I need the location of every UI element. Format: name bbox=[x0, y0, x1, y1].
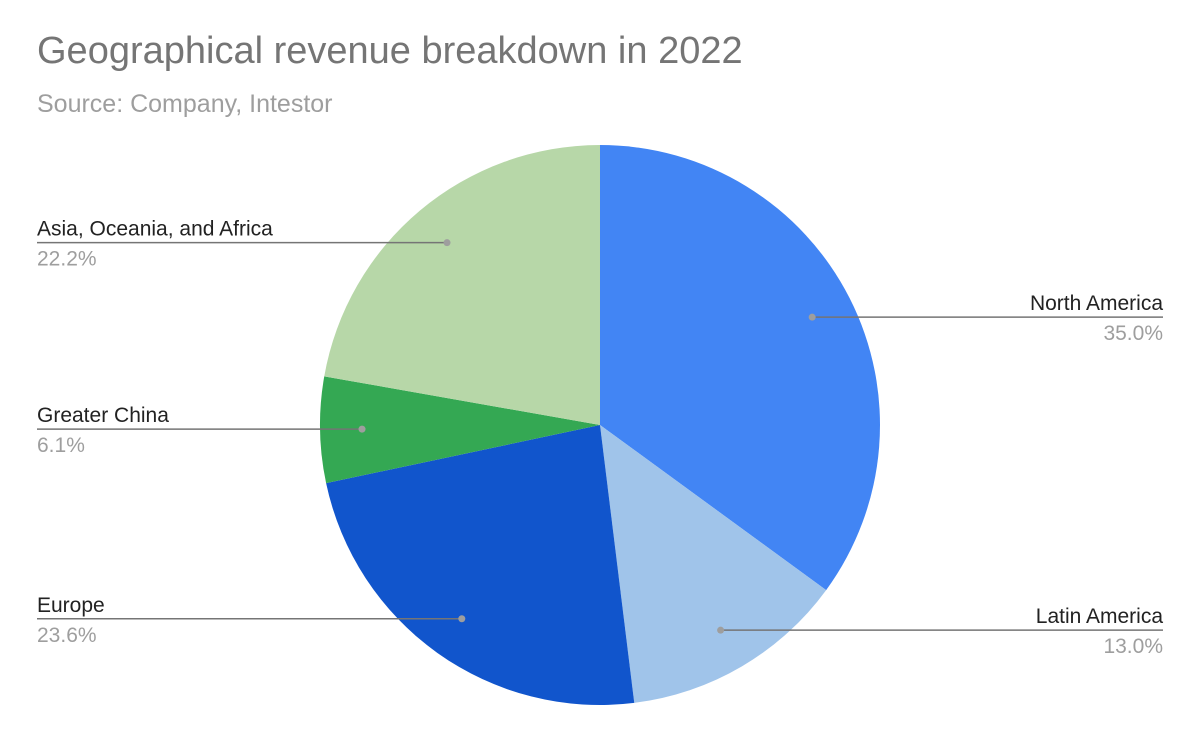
slice-label-asia-oceania-and-africa: Asia, Oceania, and Africa bbox=[37, 218, 273, 241]
pie-slices bbox=[319, 144, 880, 706]
slice-labels: North America 35.0% Latin America 13.0% Euro… bbox=[37, 218, 1163, 658]
chart-title: Geographical revenue breakdown in 2022 bbox=[37, 30, 743, 72]
slice-value-latin-america: 13.0% bbox=[1103, 635, 1163, 658]
chart-subtitle: Source: Company, Intestor bbox=[37, 90, 333, 118]
slice-greater-china bbox=[319, 376, 600, 484]
leader-lines bbox=[37, 239, 1163, 634]
leader-dot-greater-china bbox=[358, 425, 366, 433]
leader-dot-north-america bbox=[808, 313, 816, 321]
slice-value-europe: 23.6% bbox=[37, 624, 97, 647]
slice-europe bbox=[326, 425, 635, 706]
slice-latin-america bbox=[600, 425, 827, 703]
slice-label-europe: Europe bbox=[37, 594, 105, 617]
leader-dot-latin-america bbox=[717, 626, 725, 634]
leader-dot-asia-oceania-and-africa bbox=[443, 239, 451, 247]
slice-value-asia-oceania-and-africa: 22.2% bbox=[37, 248, 97, 271]
slice-asia-oceania-and-africa bbox=[324, 144, 600, 425]
slice-value-north-america: 35.0% bbox=[1103, 322, 1163, 345]
slice-label-greater-china: Greater China bbox=[37, 404, 169, 427]
slice-north-america bbox=[600, 145, 880, 591]
slice-label-latin-america: Latin America bbox=[1036, 605, 1164, 628]
slice-value-greater-china: 6.1% bbox=[37, 434, 85, 457]
slice-label-north-america: North America bbox=[1030, 292, 1163, 315]
leader-dot-europe bbox=[458, 615, 466, 623]
